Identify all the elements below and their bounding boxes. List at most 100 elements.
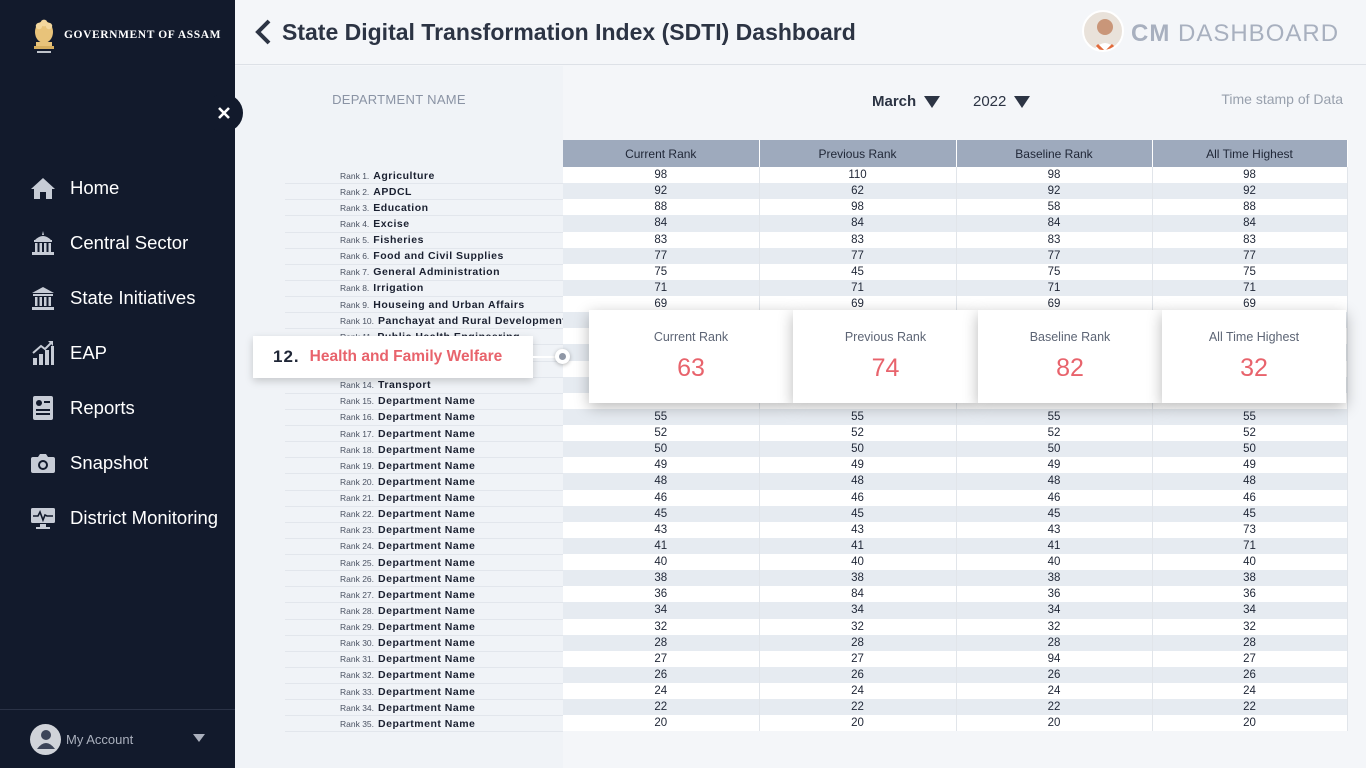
table-row[interactable]: 71 71 71 71	[563, 279, 1348, 296]
table-row[interactable]: 83 83 83 83	[563, 231, 1348, 248]
department-rank: Rank 17.	[340, 428, 375, 439]
department-row[interactable]: Rank 17. Department Name	[285, 426, 563, 443]
table-row[interactable]: 38 38 38 38	[563, 570, 1348, 587]
table-row[interactable]: 40 40 40 40	[563, 554, 1348, 571]
department-row[interactable]: Rank 27. Department Name	[285, 587, 563, 604]
close-sidebar-button[interactable]	[205, 94, 243, 132]
table-cell: 28	[956, 634, 1153, 651]
back-arrow-icon[interactable]	[253, 18, 275, 46]
year-select[interactable]: 2022	[973, 93, 1031, 110]
department-row[interactable]: Rank 4. Excise	[285, 216, 563, 233]
department-row[interactable]: Rank 7. General Administration	[285, 265, 563, 281]
table-row[interactable]: 69 69 69 69	[563, 296, 1348, 313]
sidebar-item-eap[interactable]: EAP	[30, 325, 218, 380]
department-row[interactable]: Rank 16. Department Name	[285, 410, 563, 426]
department-row[interactable]: Rank 34. Department Name	[285, 700, 563, 717]
department-rank: Rank 25.	[340, 557, 375, 568]
department-row[interactable]: Rank 31. Department Name	[285, 652, 563, 668]
table-cell: 48	[1152, 473, 1348, 490]
table-cell: 34	[563, 602, 760, 619]
table-row[interactable]: 77 77 77 77	[563, 247, 1348, 264]
department-row[interactable]: Rank 5. Fisheries	[285, 233, 563, 249]
chevron-down-icon[interactable]	[193, 734, 205, 742]
department-row[interactable]: Rank 21. Department Name	[285, 491, 563, 507]
table-row[interactable]: 24 24 24 24	[563, 683, 1348, 700]
selected-department-label[interactable]: 12. Health and Family Welfare	[253, 336, 533, 378]
table-row[interactable]: 20 20 20 20	[563, 715, 1348, 732]
table-row[interactable]: 75 45 75 75	[563, 263, 1348, 280]
table-row[interactable]: 27 27 94 27	[563, 650, 1348, 667]
department-row[interactable]: Rank 25. Department Name	[285, 555, 563, 572]
table-row[interactable]: 98 110 98 98	[563, 167, 1348, 184]
sidebar-item-state-initiatives[interactable]: State Initiatives	[30, 270, 218, 325]
table-cell: 26	[759, 666, 957, 683]
table-row[interactable]: 52 52 52 52	[563, 425, 1348, 442]
table-cell: 50	[956, 441, 1153, 458]
sidebar-item-home[interactable]: Home	[30, 160, 218, 215]
sidebar-item-central-sector[interactable]: Central Sector	[30, 215, 218, 270]
table-row[interactable]: 36 84 36 36	[563, 586, 1348, 603]
table-row[interactable]: 45 45 45 45	[563, 505, 1348, 522]
department-row[interactable]: Rank 3. Education	[285, 200, 563, 217]
department-row[interactable]: Rank 6. Food and Civil Supplies	[285, 249, 563, 265]
department-rank: Rank 15.	[340, 396, 375, 407]
table-row[interactable]: 43 43 43 73	[563, 521, 1348, 538]
cm-photo	[1082, 10, 1124, 52]
department-row[interactable]: Rank 15. Department Name	[285, 394, 563, 410]
table-row[interactable]: 34 34 34 34	[563, 602, 1348, 619]
column-header-all-time-highest[interactable]: All Time Highest	[1152, 140, 1348, 167]
table-cell: 36	[956, 586, 1153, 603]
department-row[interactable]: Rank 23. Department Name	[285, 523, 563, 539]
department-rank: Rank 33.	[340, 686, 375, 697]
table-cell: 41	[759, 537, 957, 554]
table-cell: 20	[956, 715, 1153, 732]
table-cell: 26	[563, 666, 760, 683]
table-row[interactable]: 41 41 41 71	[563, 537, 1348, 554]
table-row[interactable]: 50 50 50 50	[563, 441, 1348, 458]
department-row[interactable]: Rank 20. Department Name	[285, 474, 563, 491]
column-header-current-rank[interactable]: Current Rank	[563, 140, 760, 167]
table-cell: 55	[956, 408, 1153, 425]
department-row[interactable]: Rank 29. Department Name	[285, 620, 563, 636]
department-rank: Rank 7.	[340, 267, 370, 278]
sidebar-item-reports[interactable]: Reports	[30, 380, 218, 435]
department-name: APDCL	[373, 185, 412, 198]
table-row[interactable]: 84 84 84 84	[563, 215, 1348, 232]
department-row[interactable]: Rank 28. Department Name	[285, 603, 563, 620]
department-row[interactable]: Rank 24. Department Name	[285, 539, 563, 555]
department-row[interactable]: Rank 8. Irrigation	[285, 281, 563, 297]
month-select[interactable]: March	[872, 93, 941, 110]
table-row[interactable]: 28 28 28 28	[563, 634, 1348, 651]
department-row[interactable]: Rank 30. Department Name	[285, 636, 563, 652]
table-cell: 22	[563, 699, 760, 716]
current-rank-card: Current Rank 63	[589, 310, 793, 403]
department-row[interactable]: Rank 22. Department Name	[285, 507, 563, 523]
department-row[interactable]: Rank 18. Department Name	[285, 442, 563, 459]
column-header-previous-rank[interactable]: Previous Rank	[759, 140, 957, 167]
department-row[interactable]: Rank 14. Transport	[285, 378, 563, 394]
department-row[interactable]: Rank 9. Houseing and Urban Affairs	[285, 297, 563, 314]
my-account[interactable]: My Account	[0, 709, 235, 768]
department-rank: Rank 24.	[340, 541, 375, 552]
department-row[interactable]: Rank 35. Department Name	[285, 716, 563, 733]
table-row[interactable]: 46 46 46 46	[563, 489, 1348, 506]
table-row[interactable]: 26 26 26 26	[563, 666, 1348, 683]
department-rank: Rank 30.	[340, 638, 375, 649]
table-row[interactable]: 88 98 58 88	[563, 199, 1348, 216]
table-row[interactable]: 55 55 55 55	[563, 408, 1348, 425]
table-row[interactable]: 92 62 92 92	[563, 183, 1348, 200]
sidebar-item-district-monitoring[interactable]: District Monitoring	[30, 490, 218, 545]
sidebar-item-snapshot[interactable]: Snapshot	[30, 435, 218, 490]
table-row[interactable]: 22 22 22 22	[563, 699, 1348, 716]
table-row[interactable]: 49 49 49 49	[563, 457, 1348, 474]
department-row[interactable]: Rank 1. Agriculture	[285, 168, 563, 185]
department-row[interactable]: Rank 2. APDCL	[285, 184, 563, 201]
department-row[interactable]: Rank 26. Department Name	[285, 571, 563, 588]
department-row[interactable]: Rank 19. Department Name	[285, 458, 563, 475]
department-row[interactable]: Rank 32. Department Name	[285, 668, 563, 684]
table-row[interactable]: 32 32 32 32	[563, 618, 1348, 635]
department-row[interactable]: Rank 33. Department Name	[285, 684, 563, 701]
column-header-baseline-rank[interactable]: Baseline Rank	[956, 140, 1153, 167]
table-row[interactable]: 48 48 48 48	[563, 473, 1348, 490]
department-row[interactable]: Rank 10. Panchayat and Rural Development	[285, 313, 563, 330]
